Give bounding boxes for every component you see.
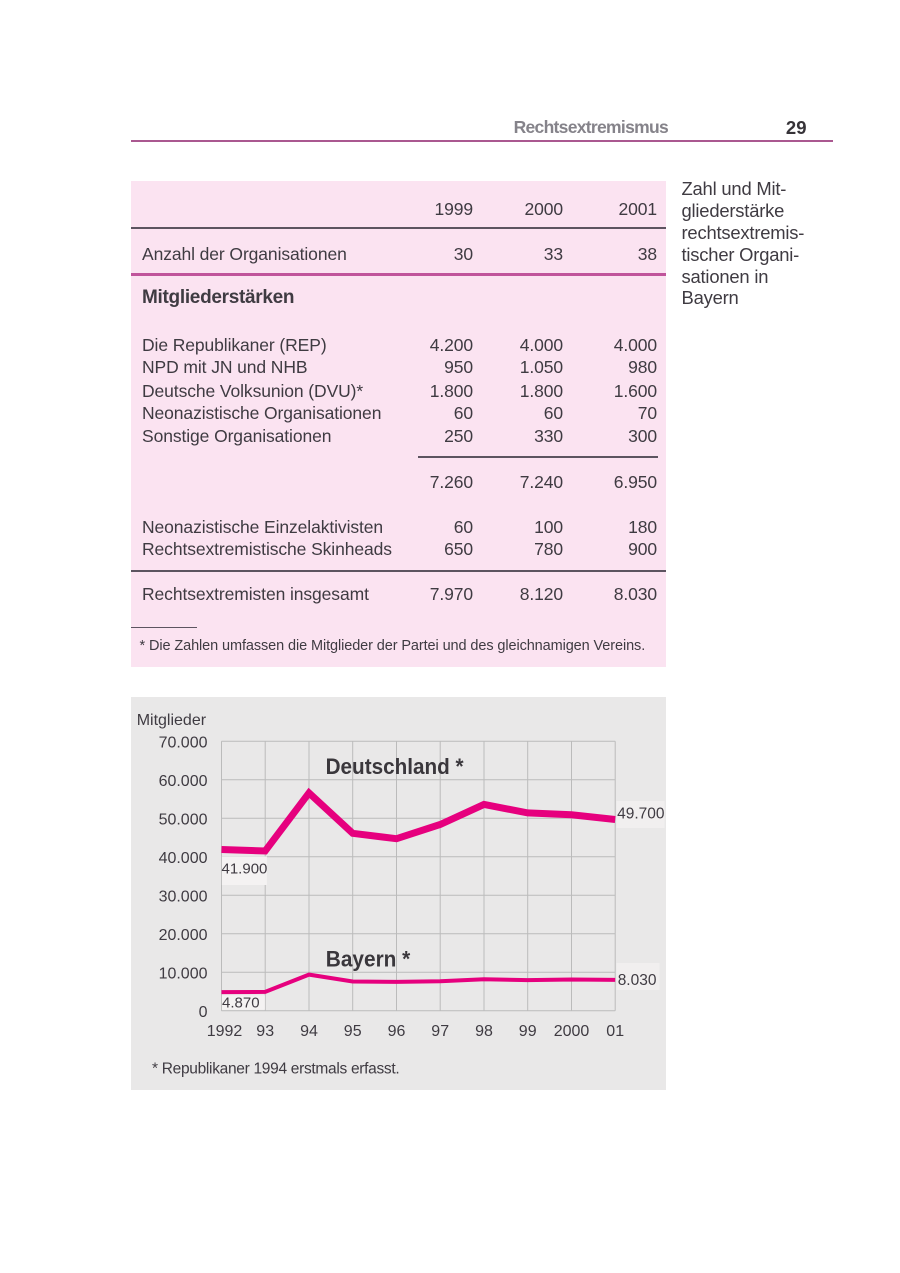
svg-text:4.870: 4.870	[222, 994, 260, 1011]
svg-text:49.700: 49.700	[617, 806, 665, 823]
svg-text:2000: 2000	[554, 1023, 590, 1040]
svg-text:1992: 1992	[207, 1023, 243, 1040]
svg-text:Mitglieder: Mitglieder	[137, 712, 207, 729]
svg-text:60.000: 60.000	[159, 773, 208, 790]
svg-text:99: 99	[519, 1023, 537, 1040]
svg-text:* Republikaner 1994 erstmals e: * Republikaner 1994 erstmals erfasst.	[152, 1061, 399, 1078]
svg-text:30.000: 30.000	[159, 888, 208, 905]
svg-text:41.900: 41.900	[222, 861, 268, 878]
svg-text:93: 93	[256, 1023, 274, 1040]
svg-text:40.000: 40.000	[159, 850, 208, 867]
svg-text:10.000: 10.000	[159, 965, 208, 982]
svg-text:70.000: 70.000	[159, 734, 208, 751]
svg-text:97: 97	[431, 1023, 449, 1040]
svg-text:Deutschland *: Deutschland *	[326, 754, 464, 779]
svg-text:Bayern *: Bayern *	[326, 946, 411, 971]
svg-text:96: 96	[388, 1023, 406, 1040]
svg-text:50.000: 50.000	[159, 811, 208, 828]
svg-text:20.000: 20.000	[159, 927, 208, 944]
svg-text:0: 0	[199, 1004, 208, 1021]
svg-text:8.030: 8.030	[618, 972, 657, 989]
svg-text:98: 98	[475, 1023, 493, 1040]
svg-text:94: 94	[300, 1023, 318, 1040]
svg-text:01: 01	[606, 1023, 624, 1040]
svg-text:95: 95	[344, 1023, 362, 1040]
